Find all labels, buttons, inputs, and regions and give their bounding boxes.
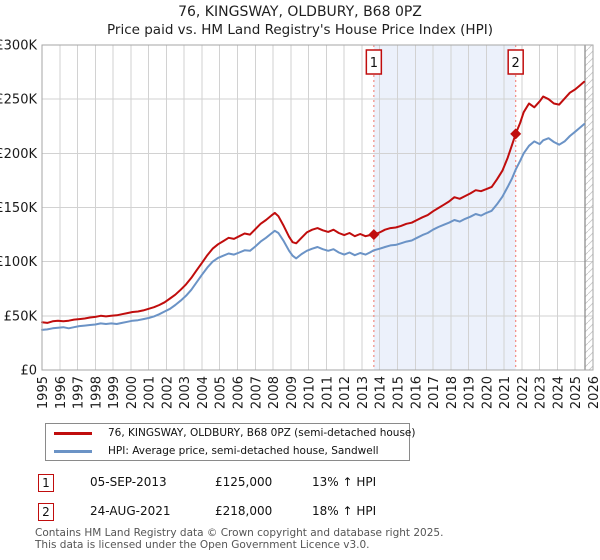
svg-text:2003: 2003 (178, 376, 193, 409)
svg-text:£200K: £200K (0, 147, 37, 162)
sale-1-date: 05-SEP-2013 (90, 475, 167, 489)
svg-text:2022: 2022 (516, 376, 531, 409)
svg-text:£150K: £150K (0, 201, 37, 216)
chart-legend: 76, KINGSWAY, OLDBURY, B68 0PZ (semi-det… (45, 423, 415, 461)
svg-text:1: 1 (370, 56, 378, 71)
svg-text:2014: 2014 (374, 376, 389, 409)
footer-line-2: This data is licensed under the Open Gov… (35, 538, 370, 551)
svg-text:£250K: £250K (0, 93, 37, 108)
svg-text:2005: 2005 (214, 376, 229, 409)
svg-text:2002: 2002 (160, 376, 175, 409)
svg-text:2010: 2010 (303, 376, 318, 409)
svg-text:2006: 2006 (232, 376, 247, 409)
price-chart: 12£0£50K£100K£150K£200K£250K£300K1995199… (0, 39, 600, 410)
svg-text:2009: 2009 (285, 376, 300, 409)
footer-line-1: Contains HM Land Registry data © Crown c… (35, 527, 444, 539)
svg-text:2017: 2017 (427, 376, 442, 409)
sale-2-price: £218,000 (215, 504, 273, 518)
svg-text:2015: 2015 (391, 376, 406, 409)
sale-2-marker-badge: 2 (38, 503, 54, 521)
sale-2-vs-hpi: 18% ↑ HPI (312, 504, 377, 518)
svg-text:1999: 1999 (107, 376, 122, 409)
svg-text:2008: 2008 (267, 376, 282, 409)
svg-text:2001: 2001 (143, 376, 158, 409)
svg-text:1997: 1997 (72, 376, 87, 409)
svg-text:2019: 2019 (463, 376, 478, 409)
property-line-swatch (54, 431, 92, 435)
svg-text:1995: 1995 (36, 376, 51, 409)
chart-subtitle: Price paid vs. HM Land Registry's House … (107, 22, 493, 38)
hpi-line-swatch (54, 449, 92, 453)
svg-text:2: 2 (512, 56, 520, 71)
svg-text:2007: 2007 (249, 376, 264, 409)
svg-text:2020: 2020 (480, 376, 495, 409)
svg-text:2018: 2018 (445, 376, 460, 409)
sale-1-marker-badge: 1 (38, 474, 54, 492)
sale-row-2: 2 24-AUG-2021 £218,000 18% ↑ HPI (38, 503, 598, 521)
sale-row-1: 1 05-SEP-2013 £125,000 13% ↑ HPI (38, 474, 598, 492)
svg-text:£300K: £300K (0, 39, 37, 54)
svg-text:£50K: £50K (4, 309, 38, 324)
svg-text:2021: 2021 (498, 376, 513, 409)
sale-2-date: 24-AUG-2021 (90, 504, 171, 518)
svg-text:2012: 2012 (338, 376, 353, 409)
legend-label-hpi: HPI: Average price, semi-detached house,… (108, 445, 379, 457)
svg-text:1996: 1996 (54, 376, 69, 409)
svg-text:2026: 2026 (587, 376, 600, 409)
svg-text:2013: 2013 (356, 376, 371, 409)
sale-1-price: £125,000 (215, 475, 273, 489)
legend-item-hpi: HPI: Average price, semi-detached house,… (46, 442, 409, 460)
svg-text:2011: 2011 (320, 376, 335, 409)
svg-text:2004: 2004 (196, 376, 211, 409)
sale-1-vs-hpi: 13% ↑ HPI (312, 475, 377, 489)
legend-item-property: 76, KINGSWAY, OLDBURY, B68 0PZ (semi-det… (46, 424, 415, 442)
legend-label-property: 76, KINGSWAY, OLDBURY, B68 0PZ (semi-det… (108, 427, 416, 439)
svg-text:£100K: £100K (0, 255, 37, 270)
svg-text:1998: 1998 (89, 376, 104, 409)
svg-text:2023: 2023 (534, 376, 549, 409)
svg-text:2000: 2000 (125, 376, 140, 409)
chart-title: 76, KINGSWAY, OLDBURY, B68 0PZ (178, 4, 422, 20)
svg-text:2025: 2025 (569, 376, 584, 409)
svg-text:2024: 2024 (551, 376, 566, 409)
svg-text:£0: £0 (20, 364, 37, 379)
copyright-footer: Contains HM Land Registry data © Crown c… (35, 527, 444, 551)
svg-text:2016: 2016 (409, 376, 424, 409)
